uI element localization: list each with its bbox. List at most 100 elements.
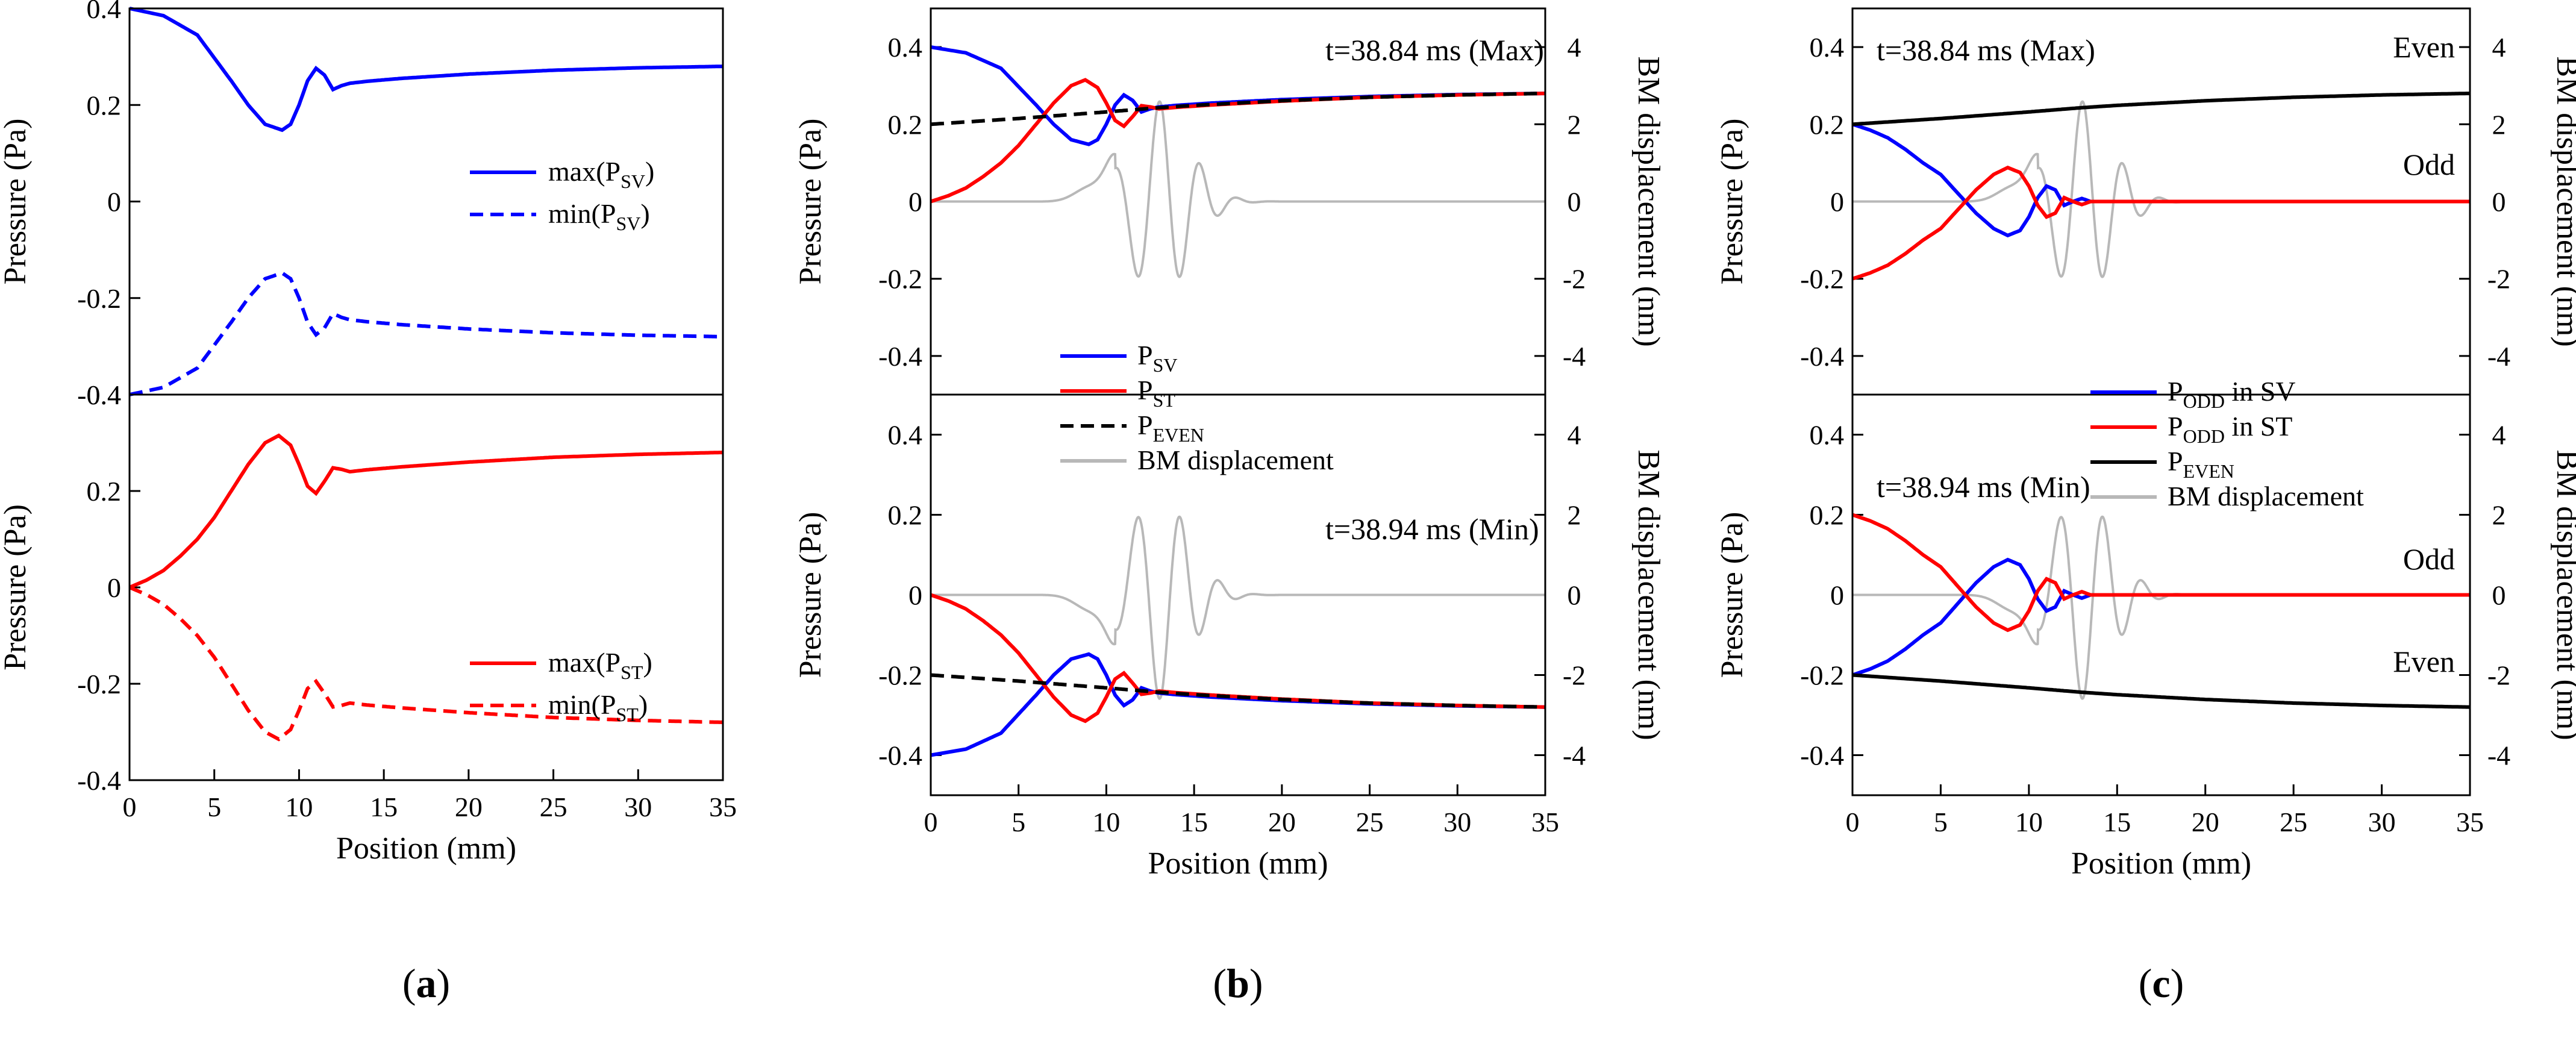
x-tick-label: 10: [285, 792, 313, 822]
x-axis-label: Position (mm): [1148, 846, 1328, 881]
y-tick-label: 0.2: [87, 476, 122, 507]
y2-tick-label: 2: [2492, 109, 2506, 140]
y2-tick-label: 0: [1568, 187, 1581, 217]
y-tick-label: -0.2: [77, 283, 121, 314]
y-tick-label: 0.2: [1810, 500, 1845, 531]
y-tick-label: -0.4: [77, 765, 121, 796]
plot-frame: [1851, 393, 2471, 796]
series-line-maxpsv: [129, 7, 724, 133]
x-tick-label: 30: [624, 792, 652, 822]
y2-tick-label: 2: [1568, 109, 1581, 140]
y2-tick-label: 2: [2492, 500, 2506, 531]
legend-label: min(PSV): [548, 198, 650, 234]
series-line-peven: [930, 92, 1546, 127]
x-tick-label: 5: [1934, 807, 1948, 837]
legend-label: PST: [1137, 375, 1175, 411]
time-annotation: t=38.94 ms (Min): [1325, 512, 1539, 546]
panel-label: (b): [1213, 960, 1263, 1006]
legend-label: PEVEN: [2168, 446, 2234, 482]
subplot-b-1: 0.4 0.2 0 -0.2 -0.4 4 2 0 -2 -4 BM displacement (n…: [793, 7, 1666, 396]
y-tick-label: 0.2: [888, 500, 923, 531]
y-tick-label: -0.4: [1800, 740, 1844, 771]
series-line-pst: [930, 78, 1546, 204]
y-tick-label: 0: [1830, 580, 1844, 611]
x-tick-label: 20: [1268, 807, 1296, 837]
legend-label: PODD in ST: [2168, 411, 2292, 447]
y2-tick-label: -2: [1563, 660, 1586, 691]
y2-axis-label: BM displacement (nm): [2550, 449, 2576, 740]
y2-tick-label: -2: [2487, 660, 2510, 691]
y2-tick-label: 4: [2492, 32, 2506, 63]
x-tick-label: 30: [2368, 807, 2396, 837]
y-tick-label: 0.2: [888, 109, 923, 140]
x-tick-label: 10: [2015, 807, 2043, 837]
y-axis-label: Pressure (Pa): [793, 119, 828, 285]
y-axis-label: Pressure (Pa): [0, 119, 33, 285]
panel-a: 0.4 0.2 0 -0.2 -0.4 Pressure (Pa) max(PSV) min(…: [0, 0, 737, 1006]
y-axis-label: Pressure (Pa): [0, 504, 33, 671]
legend-label: PODD in SV: [2168, 376, 2296, 412]
subplot-a-1: 0.4 0.2 0 -0.2 -0.4 Pressure (Pa) max(PSV) min(…: [0, 0, 724, 410]
odd-label: Odd: [2403, 542, 2455, 576]
x-tick-label: 0: [1846, 807, 1860, 837]
series-line-maxpst: [128, 433, 724, 589]
panel-label: (a): [402, 960, 450, 1006]
y-tick-label: -0.4: [77, 380, 121, 410]
series-line-poddinst: [1852, 513, 2470, 633]
legend-label: PEVEN: [1137, 410, 1204, 446]
x-tick-label: 20: [2192, 807, 2219, 837]
x-tick-label: 15: [1180, 807, 1208, 837]
x-tick-label: 25: [540, 792, 567, 822]
subplot-c-1: 0.4 0.2 0 -0.2 -0.4 4 2 0 -2 -4 BM displacement (n…: [1715, 7, 2576, 396]
legend-label: min(PST): [548, 689, 648, 725]
y2-tick-label: -2: [2487, 264, 2510, 295]
odd-label: Odd: [2403, 148, 2455, 181]
y2-axis-label: BM displacement (nm): [1631, 449, 1666, 740]
y-tick-label: -0.2: [1800, 264, 1844, 295]
y-tick-label: 0.4: [87, 0, 122, 24]
y-axis-label: Pressure (Pa): [1715, 119, 1749, 285]
y2-tick-label: 4: [1568, 32, 1581, 63]
y2-tick-label: 4: [1568, 420, 1581, 451]
y2-tick-label: -2: [1563, 264, 1586, 295]
y2-tick-label: -4: [2487, 341, 2510, 372]
x-axis-label: Position (mm): [2071, 846, 2251, 881]
time-annotation: t=38.84 ms (Max): [1877, 33, 2095, 67]
time-annotation: t=38.84 ms (Max): [1325, 33, 1544, 67]
bm-displacement-line: [1852, 515, 2470, 700]
y-tick-label: -0.2: [77, 669, 121, 699]
legend-label: BM displacement: [2168, 481, 2364, 511]
y-tick-label: 0.4: [1810, 32, 1845, 63]
series-line-peven: [1852, 92, 2471, 127]
y2-tick-label: -4: [1563, 740, 1586, 771]
y2-tick-label: 0: [2492, 187, 2506, 217]
y-axis-label: Pressure (Pa): [1715, 512, 1749, 678]
x-tick-label: 5: [207, 792, 221, 822]
subplot-a-2: 0.4 0.2 0 -0.2 -0.4 Pressure (Pa) max(PST) min(…: [0, 380, 724, 796]
subplot-b-2: 0.4 0.2 0 -0.2 -0.4 4 2 0 -2 -4 BM displacement (n…: [793, 393, 1666, 796]
plot-frame: [128, 393, 724, 781]
y2-axis-label: BM displacement (nm): [1631, 56, 1666, 346]
y-tick-label: -0.2: [1800, 660, 1844, 691]
even-label: Even: [2393, 30, 2455, 64]
x-tick-label: 10: [1092, 807, 1120, 837]
time-annotation: t=38.94 ms (Min): [1877, 470, 2090, 504]
y-tick-label: 0.4: [1810, 420, 1845, 451]
legend-label: max(PST): [548, 647, 652, 683]
series-line-poddinsv: [1852, 122, 2470, 238]
series-line-peven: [930, 673, 1546, 709]
y-tick-label: 0: [1830, 187, 1844, 217]
y-tick-label: 0: [107, 187, 121, 217]
x-tick-label: 15: [370, 792, 398, 822]
y2-tick-label: -4: [2487, 740, 2510, 771]
x-tick-label: 20: [455, 792, 483, 822]
x-tick-label: 30: [1443, 807, 1471, 837]
x-tick-label: 25: [1356, 807, 1384, 837]
x-tick-label: 15: [2103, 807, 2131, 837]
series-line-pst: [930, 593, 1546, 724]
y-tick-label: -0.4: [878, 341, 922, 372]
series-line-poddinsv: [1852, 557, 2470, 677]
